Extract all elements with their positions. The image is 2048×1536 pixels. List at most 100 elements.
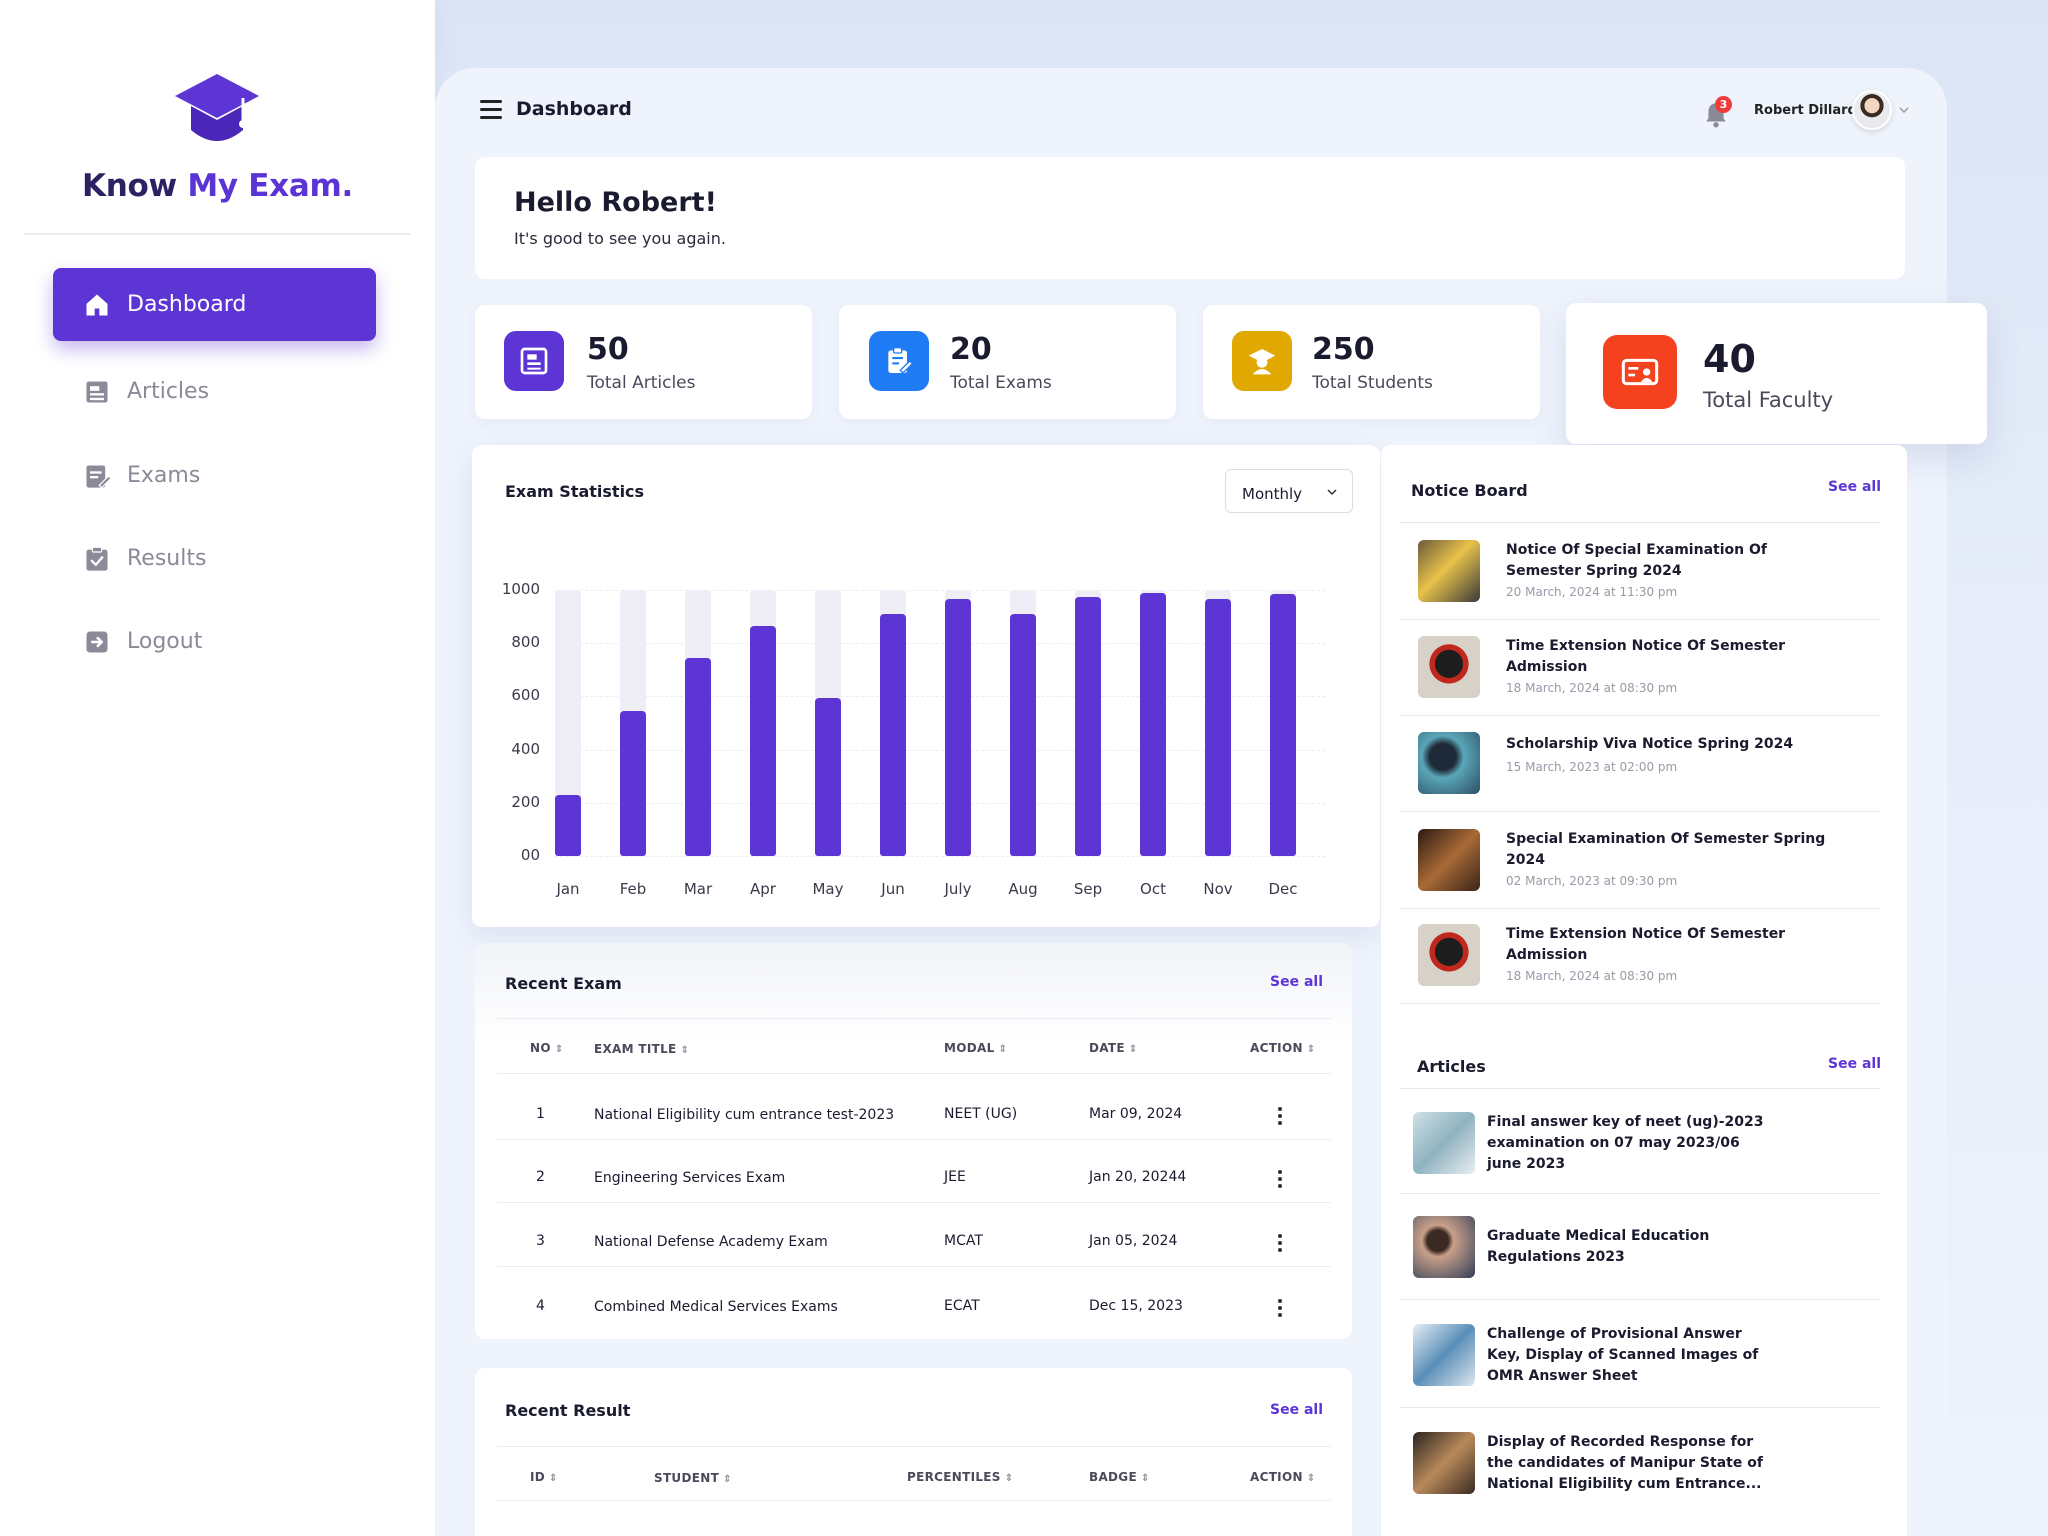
sidebar-item-exams[interactable]: Exams: [53, 439, 376, 512]
article-item[interactable]: Display of Recorded Response for the can…: [1413, 1432, 1873, 1498]
notice-item[interactable]: Time Extension Notice Of Semester Admiss…: [1418, 924, 1878, 994]
graduation-cap-logo-icon: [175, 74, 259, 141]
stat-label: Total Exams: [950, 373, 1052, 393]
column-header-modal[interactable]: MODAL ⇕: [944, 1041, 1007, 1055]
bar-nov[interactable]: [1205, 599, 1231, 856]
bar-july[interactable]: [945, 599, 971, 856]
bar-apr[interactable]: [750, 625, 776, 856]
more-actions-icon[interactable]: [1278, 1170, 1282, 1188]
article-item[interactable]: Final answer key of neet (ug)-2023 exami…: [1413, 1112, 1873, 1178]
brand-part-1: Know: [82, 168, 188, 204]
sort-icon: ⇕: [680, 1045, 690, 1056]
divider: [497, 1139, 1331, 1140]
article-title: Display of Recorded Response for the can…: [1487, 1434, 1763, 1492]
notice-date: 20 March, 2024 at 11:30 pm: [1506, 585, 1678, 599]
sidebar-item-logout[interactable]: Logout: [53, 605, 376, 678]
sidebar-item-articles[interactable]: Articles: [53, 355, 376, 428]
cell-exam-title: National Eligibility cum entrance test-2…: [594, 1107, 895, 1123]
sidebar-item-label: Exams: [127, 463, 201, 488]
divider: [1400, 1088, 1880, 1089]
notice-title: Time Extension Notice Of Semester Admiss…: [1506, 926, 1786, 963]
notice-item[interactable]: Time Extension Notice Of Semester Admiss…: [1418, 636, 1878, 706]
x-tick-label: July: [944, 880, 972, 898]
sidebar-item-results[interactable]: Results: [53, 522, 376, 595]
header-label: BADGE: [1089, 1470, 1137, 1484]
period-select[interactable]: Monthly: [1225, 469, 1353, 513]
stat-label: Total Articles: [587, 373, 696, 393]
bar-oct[interactable]: [1140, 592, 1166, 856]
bar-jan[interactable]: [555, 794, 581, 856]
sidebar-divider: [24, 233, 410, 235]
sidebar-item-dashboard[interactable]: Dashboard: [53, 268, 376, 341]
notice-board-see-all-link[interactable]: See all: [1828, 479, 1881, 495]
x-tick-label: Dec: [1268, 880, 1298, 898]
more-actions-icon[interactable]: [1278, 1299, 1282, 1317]
gridline: [555, 696, 1325, 698]
x-tick-label: Feb: [619, 880, 647, 898]
article-icon: [504, 331, 564, 391]
cell-exam-title: National Defense Academy Exam: [594, 1234, 828, 1250]
x-tick-label: Aug: [1008, 880, 1038, 898]
bar-feb[interactable]: [620, 711, 646, 856]
notice-date: 18 March, 2024 at 08:30 pm: [1506, 969, 1678, 983]
column-header-exam-title[interactable]: EXAM TITLE ⇕: [594, 1042, 689, 1056]
hamburger-menu-icon[interactable]: [480, 100, 502, 120]
bar-dec[interactable]: [1270, 593, 1296, 856]
x-tick-label: Oct: [1140, 880, 1166, 898]
cell-modal: NEET (UG): [944, 1106, 1018, 1122]
column-header-action[interactable]: ACTION ⇕: [1250, 1470, 1315, 1484]
recent-exam-see-all-link[interactable]: See all: [1270, 974, 1323, 990]
x-tick-label: Jun: [881, 880, 905, 898]
notice-item[interactable]: Notice Of Special Examination Of Semeste…: [1418, 540, 1878, 610]
brand-part-2: My Exam.: [187, 168, 353, 204]
sort-icon: ⇕: [998, 1044, 1008, 1055]
y-tick-label: 200: [511, 792, 540, 811]
bar-may[interactable]: [815, 697, 841, 856]
column-header-no[interactable]: NO ⇕: [530, 1041, 564, 1055]
header-label: ACTION: [1250, 1470, 1303, 1484]
article-item[interactable]: Challenge of Provisional Answer Key, Dis…: [1413, 1324, 1873, 1390]
cell-no: 1: [536, 1106, 545, 1122]
header-label: DATE: [1089, 1041, 1125, 1055]
cell-exam-title: Combined Medical Services Exams: [594, 1299, 838, 1315]
sort-icon: ⇕: [549, 1473, 558, 1484]
cell-date: Dec 15, 2023: [1089, 1298, 1183, 1314]
more-actions-icon[interactable]: [1278, 1234, 1282, 1252]
sidebar: Know My Exam. Dashboard Articles Exams R…: [0, 0, 435, 1536]
recent-result-see-all-link[interactable]: See all: [1270, 1402, 1323, 1418]
more-actions-icon[interactable]: [1278, 1107, 1282, 1125]
divider: [497, 1266, 1331, 1267]
article-item[interactable]: Graduate Medical Education Regulations 2…: [1413, 1216, 1873, 1282]
x-tick-label: Nov: [1203, 880, 1233, 898]
x-tick-label: Sep: [1073, 880, 1103, 898]
divider: [1400, 908, 1880, 909]
notice-item[interactable]: Special Examination Of Semester Spring 2…: [1418, 829, 1878, 899]
stat-label: Total Faculty: [1703, 388, 1834, 412]
header-label: ACTION: [1250, 1041, 1303, 1055]
column-header-date[interactable]: DATE ⇕: [1089, 1041, 1138, 1055]
column-header-student[interactable]: STUDENT ⇕: [654, 1471, 732, 1485]
user-name[interactable]: Robert Dillard: [1754, 103, 1857, 118]
column-header-id[interactable]: ID ⇕: [530, 1470, 558, 1484]
avatar[interactable]: [1852, 90, 1892, 130]
column-header-action[interactable]: ACTION ⇕: [1250, 1041, 1315, 1055]
articles-see-all-link[interactable]: See all: [1828, 1056, 1881, 1072]
bar-aug[interactable]: [1010, 613, 1036, 856]
notice-date: 18 March, 2024 at 08:30 pm: [1506, 681, 1678, 695]
bar-mar[interactable]: [685, 657, 711, 856]
notice-thumbnail: [1418, 540, 1480, 602]
y-tick-label: 800: [511, 633, 540, 652]
notice-item[interactable]: Scholarship Viva Notice Spring 2024 15 Ma…: [1418, 732, 1878, 802]
cell-date: Jan 05, 2024: [1089, 1233, 1178, 1249]
notice-board-title: Notice Board: [1411, 481, 1528, 500]
column-header-percentiles[interactable]: PERCENTILES ⇕: [907, 1470, 1013, 1484]
cell-exam-title: Engineering Services Exam: [594, 1170, 786, 1186]
recent-exam-title: Recent Exam: [505, 974, 622, 993]
exam-edit-icon: [869, 331, 929, 391]
brand-name: Know My Exam.: [0, 168, 435, 204]
gridline: [555, 590, 1325, 591]
chevron-down-icon[interactable]: [1898, 104, 1910, 116]
column-header-badge[interactable]: BADGE ⇕: [1089, 1470, 1150, 1484]
bar-sep[interactable]: [1075, 596, 1101, 856]
bar-jun[interactable]: [880, 613, 906, 856]
